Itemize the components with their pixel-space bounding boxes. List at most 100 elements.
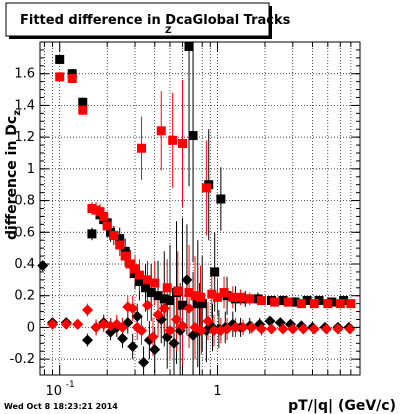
diamond-marker: [152, 309, 164, 321]
diamond-marker: [320, 323, 332, 335]
diamond-marker: [246, 321, 258, 333]
chart-title-text: Fitted difference in DcaGlobal Tracks: [20, 13, 291, 28]
diamond-marker: [117, 333, 129, 345]
diamond-marker: [37, 260, 49, 272]
square-marker: [296, 299, 306, 309]
square-marker: [156, 126, 166, 136]
square-marker: [213, 292, 223, 302]
square-marker: [141, 283, 151, 293]
diamond-marker: [72, 318, 84, 330]
diamond-marker: [202, 315, 214, 327]
square-marker: [184, 288, 194, 298]
square-marker: [67, 69, 77, 79]
diamond-marker: [287, 323, 299, 335]
square-marker: [236, 292, 246, 302]
square-marker: [309, 299, 319, 309]
square-marker: [153, 291, 163, 301]
diamond-marker: [229, 321, 241, 333]
y-tick-label: 0: [27, 320, 35, 335]
diamond-marker: [46, 318, 58, 330]
x-tick-label-exponent: -1: [66, 380, 75, 390]
diamond-marker: [237, 321, 249, 333]
x-axis-title: pT/|q| (GeV/c): [288, 398, 396, 414]
square-marker: [78, 105, 88, 115]
diamond-marker: [255, 323, 267, 335]
y-tick-label: 0.4: [14, 257, 35, 272]
diamond-marker: [131, 310, 143, 322]
diamond-marker: [308, 323, 320, 335]
diamond-marker: [187, 329, 199, 341]
diamond-marker: [208, 325, 220, 337]
diamond-marker: [181, 274, 193, 286]
square-marker: [290, 297, 300, 307]
square-marker: [137, 143, 147, 153]
title-box: Fitted difference in DcaGlobal Tracks Z: [5, 2, 291, 39]
diamond-marker: [183, 302, 195, 314]
square-marker: [109, 230, 119, 240]
square-marker: [168, 135, 178, 145]
square-marker: [146, 288, 156, 298]
title-box-shadow: [269, 6, 272, 39]
square-marker: [134, 270, 144, 280]
square-marker: [67, 73, 77, 83]
square-marker: [228, 292, 238, 302]
diamond-marker: [266, 323, 278, 335]
square-marker: [120, 246, 130, 256]
diamond-marker: [81, 334, 93, 346]
square-marker: [78, 97, 88, 107]
diamond-marker: [195, 325, 207, 337]
square-marker: [95, 207, 105, 217]
chart-title-subscript: Z: [165, 26, 172, 36]
square-marker: [278, 295, 288, 305]
diamond-marker: [127, 340, 139, 352]
diamond-marker: [297, 323, 309, 335]
square-marker: [173, 286, 183, 296]
y-axis-title-main: difference in Dc: [4, 116, 20, 240]
title-box-shadow-bottom: [9, 36, 272, 39]
square-marker: [184, 42, 194, 51]
square-marker: [195, 292, 205, 302]
square-marker: [335, 299, 345, 309]
square-marker: [177, 300, 187, 310]
square-marker: [115, 240, 125, 250]
square-marker: [314, 295, 324, 305]
y-tick-label: 1.2: [14, 130, 35, 145]
square-marker: [165, 295, 175, 305]
axis-ticks: [40, 41, 361, 376]
diamond-marker: [277, 323, 289, 335]
diamond-marker: [117, 321, 129, 333]
x-tick-label: 10: [45, 384, 62, 399]
square-marker: [125, 259, 135, 269]
diamond-marker: [127, 302, 139, 314]
square-marker: [142, 275, 152, 285]
square-marker: [197, 299, 207, 309]
x-tick-label: 1: [213, 384, 221, 399]
square-marker: [99, 211, 109, 221]
square-marker: [55, 54, 65, 64]
square-marker: [270, 297, 280, 307]
square-marker: [219, 288, 229, 298]
y-tick-label: 1.4: [14, 98, 35, 113]
diamond-marker: [171, 314, 183, 325]
diamond-marker: [332, 323, 344, 335]
square-marker: [159, 294, 169, 304]
diamond-marker: [149, 344, 161, 356]
square-marker: [323, 299, 333, 309]
y-tick-label: 0.8: [14, 194, 35, 209]
diamond-marker: [164, 325, 176, 337]
square-marker: [210, 267, 220, 277]
square-marker: [115, 234, 125, 244]
square-marker: [216, 194, 226, 204]
square-marker: [207, 289, 217, 299]
square-marker: [177, 138, 187, 148]
diamond-marker: [176, 320, 188, 332]
diamond-marker: [158, 302, 170, 314]
data-markers: [37, 42, 356, 368]
square-marker: [134, 276, 144, 286]
diamond-marker: [136, 325, 148, 337]
timestamp: Wed Oct 8 18:23:21 2014: [4, 402, 118, 411]
square-marker: [162, 283, 172, 293]
square-marker: [87, 229, 97, 239]
